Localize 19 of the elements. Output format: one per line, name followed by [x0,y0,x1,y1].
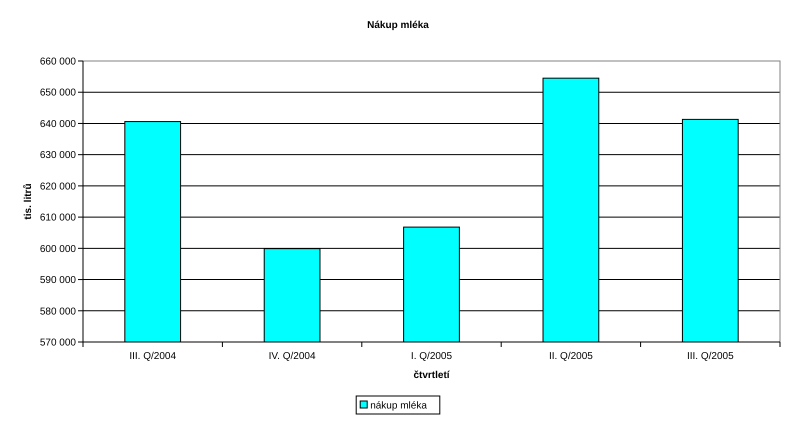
y-axis-title: tis. litrů [22,183,34,220]
y-tick-label: 650 000 [40,88,76,99]
x-tick-label: III. Q/2005 [686,351,734,362]
y-tick-label: 630 000 [40,150,76,162]
x-tick-label: III. Q/2004 [129,351,176,362]
y-tick-label: 660 000 [40,56,76,68]
y-tick-label: 610 000 [40,212,76,224]
chart-title: Nákup mléka [367,20,430,31]
legend-label: nákup mléka [370,400,428,412]
x-tick-label: IV. Q/2004 [268,351,316,362]
y-tick-label: 570 000 [40,338,76,348]
y-tick-label: 590 000 [40,275,76,286]
y-tick-label: 600 000 [40,244,76,255]
y-tick-label: 640 000 [40,118,76,130]
x-tick-label: II. Q/2005 [548,351,594,362]
y-tick-label: 580 000 [40,306,76,318]
x-axis-title: čtvrtletí [413,370,451,381]
y-tick-label: 620 000 [40,181,76,192]
x-tick-label: I. Q/2005 [410,351,453,362]
